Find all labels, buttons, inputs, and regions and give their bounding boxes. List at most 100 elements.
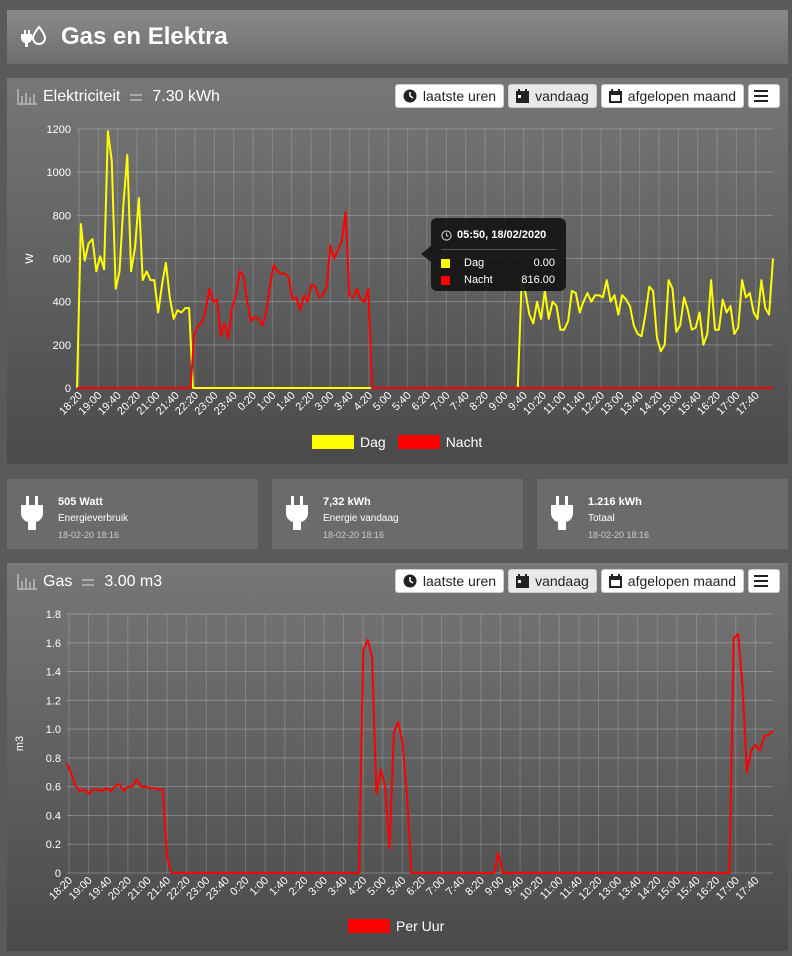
x-tick-label: 8:20 [467, 390, 491, 414]
y-tick-label: 400 [53, 297, 71, 309]
hamburger-icon [754, 575, 768, 587]
calendar-day-icon [516, 89, 530, 103]
y-tick-label: 600 [53, 254, 71, 266]
x-tick-label: 1:00 [255, 390, 279, 414]
y-tick-label: 0 [65, 383, 71, 395]
x-tick-label: 4:20 [346, 875, 370, 899]
gas-toolbar: laatste uren vandaag afgelopen maand [394, 569, 780, 593]
tile-energy-today[interactable]: 7,32 kWh Energie vandaag 18-02-20 18:16 [272, 479, 523, 549]
tile-timestamp: 18-02-20 18:16 [323, 530, 385, 540]
tile-value: 505 Watt [58, 496, 103, 508]
y-tick-label: 0.4 [46, 810, 61, 822]
tile-timestamp: 18-02-20 18:16 [588, 530, 650, 540]
legend-swatch-nacht[interactable] [397, 435, 440, 449]
x-tick-label: 5:00 [371, 390, 395, 414]
clock-icon [403, 89, 417, 103]
x-tick-label: 7:40 [444, 875, 468, 899]
gas-total: 3.00 m3 [104, 573, 163, 590]
y-tick-label: 1000 [47, 167, 71, 179]
plug-icon [20, 496, 44, 530]
tile-value: 1.216 kWh [588, 496, 642, 508]
x-tick-label: 1:40 [267, 875, 291, 899]
gas-chart: 00.20.40.60.81.01.21.41.61.8m318:2019:00… [14, 609, 774, 903]
y-tick-label: 0 [55, 868, 61, 880]
gas-title: Gas [43, 573, 73, 590]
x-tick-label: 3:40 [326, 875, 350, 899]
plug-icon [285, 496, 309, 530]
plug-drop-icon [20, 25, 47, 47]
today-button[interactable]: vandaag [508, 84, 597, 108]
tile-value: 7,32 kWh [323, 496, 371, 508]
tile-energy-total[interactable]: 1.216 kWh Totaal 18-02-20 18:16 [537, 479, 788, 549]
chart-tooltip: 05:50, 18/02/2020 Dag 0.00 Nacht 816.00 [421, 218, 566, 291]
x-tick-label: 3:00 [306, 875, 330, 899]
tile-energy-usage[interactable]: 505 Watt Energieverbruik 18-02-20 18:16 [7, 479, 258, 549]
gas-legend: Per Uur [348, 918, 444, 934]
clock-icon [403, 574, 417, 588]
tooltip-divider [441, 249, 556, 250]
legend-swatch-per-uur[interactable] [348, 919, 390, 933]
y-tick-label: 0.2 [46, 839, 61, 851]
last-hours-button[interactable]: laatste uren [394, 84, 505, 108]
tooltip-row-dag: Dag 0.00 [441, 257, 555, 269]
electricity-toolbar: laatste uren vandaag afgelopen maand [394, 84, 780, 108]
electricity-menu-button[interactable] [748, 84, 780, 108]
y-tick-label: 1.2 [46, 695, 61, 707]
x-tick-label: 3:40 [332, 390, 356, 414]
tooltip-header: 05:50, 18/02/2020 [441, 229, 546, 241]
x-tick-label: 5:40 [390, 390, 414, 414]
x-tick-label: 2:20 [293, 390, 317, 414]
legend-label-nacht[interactable]: Nacht [445, 434, 483, 450]
x-tick-label: 0:20 [235, 390, 259, 414]
x-tick-label: 6:20 [409, 390, 433, 414]
bar-chart-icon [17, 574, 37, 590]
tooltip-swatch-dag [441, 258, 450, 268]
x-tick-label: 6:20 [404, 875, 428, 899]
electricity-title: Elektriciteit [43, 88, 121, 105]
y-tick-label: 1.4 [46, 667, 61, 679]
electricity-panel-title: Elektriciteit 7.30 kWh [17, 86, 220, 108]
tile-label: Energieverbruik [58, 513, 129, 524]
x-tick-label: 5:40 [385, 875, 409, 899]
x-tick-label: 9:00 [487, 390, 511, 414]
electricity-legend: Dag Nacht [312, 434, 482, 450]
x-tick-label: 8:20 [463, 875, 487, 899]
tile-timestamp: 18-02-20 18:16 [58, 530, 120, 540]
electricity-chart: 020040060080010001200W18:2019:0019:4020:… [24, 124, 774, 418]
y-tick-label: 200 [53, 340, 71, 352]
x-tick-label: 7:40 [448, 390, 472, 414]
x-tick-label: 7:00 [429, 390, 453, 414]
tile-label: Energie vandaag [323, 513, 399, 524]
bar-chart-icon [17, 89, 37, 105]
y-axis-label: m3 [14, 736, 26, 751]
page-header: Gas en Elektra [7, 10, 788, 64]
y-tick-label: 800 [53, 210, 71, 222]
y-tick-label: 1.8 [46, 609, 61, 621]
x-tick-label: 9:00 [483, 875, 507, 899]
y-tick-label: 0.8 [46, 753, 61, 765]
gas-menu-button[interactable] [748, 569, 780, 593]
series-line-nacht[interactable] [77, 210, 773, 389]
legend-swatch-dag[interactable] [312, 435, 354, 449]
x-tick-label: 0:20 [228, 875, 252, 899]
x-tick-label: 3:00 [313, 390, 337, 414]
calendar-icon [608, 574, 622, 588]
y-tick-label: 0.6 [46, 782, 61, 794]
today-button[interactable]: vandaag [508, 569, 597, 593]
last-month-button[interactable]: afgelopen maand [600, 569, 744, 593]
x-tick-label: 7:00 [424, 875, 448, 899]
gas-panel-title: Gas 3.00 m3 [17, 571, 162, 593]
legend-label-per-uur[interactable]: Per Uur [396, 918, 445, 934]
plug-icon [550, 496, 574, 530]
y-tick-label: 1200 [47, 124, 71, 136]
last-hours-button[interactable]: laatste uren [394, 569, 505, 593]
electricity-panel: Elektriciteit 7.30 kWh laatste uren vand… [7, 78, 788, 464]
legend-label-dag[interactable]: Dag [360, 434, 386, 450]
equals-icon [130, 93, 143, 101]
hamburger-icon [754, 90, 768, 102]
y-tick-label: 1.6 [46, 638, 61, 650]
y-tick-label: 1.0 [46, 724, 61, 736]
x-tick-label: 2:20 [287, 875, 311, 899]
last-month-button[interactable]: afgelopen maand [600, 84, 744, 108]
series-line-per-uur[interactable] [66, 633, 774, 874]
